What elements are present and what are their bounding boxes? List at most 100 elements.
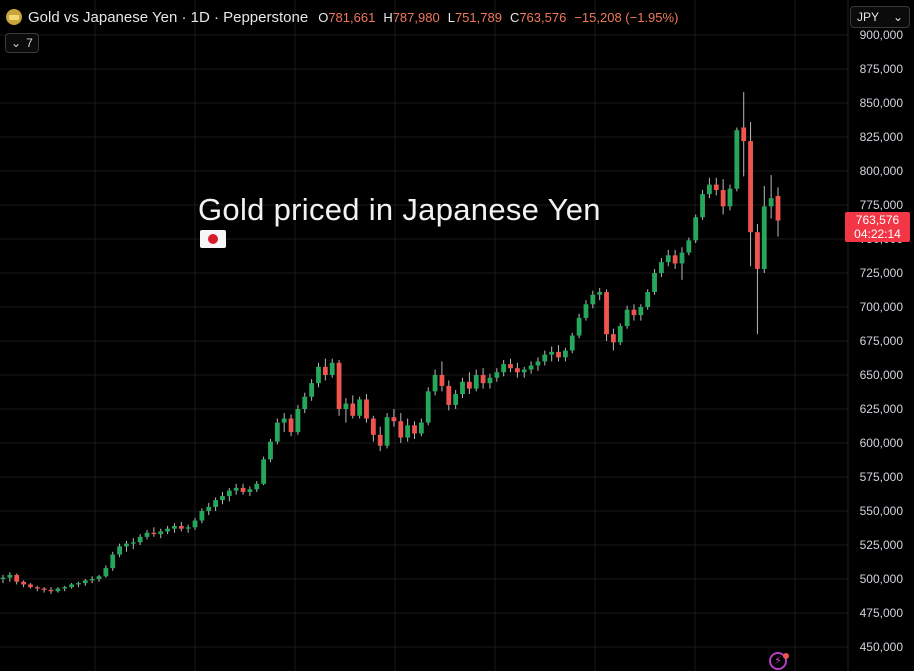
candle[interactable] [748,122,753,267]
candle[interactable] [473,369,479,392]
candle[interactable] [384,413,390,449]
candle[interactable] [137,534,143,545]
candle[interactable] [34,585,40,592]
candle[interactable] [192,517,198,531]
candle[interactable] [240,483,246,495]
candle[interactable] [604,289,609,341]
candle[interactable] [645,289,651,310]
candle[interactable] [377,426,383,452]
candle[interactable] [659,258,664,278]
candle[interactable] [679,247,685,280]
candle[interactable] [76,581,81,588]
candle[interactable] [254,481,260,492]
candle[interactable] [508,358,513,373]
candle[interactable] [569,332,575,354]
candle[interactable] [226,487,232,502]
candle[interactable] [501,360,507,377]
candle[interactable] [398,413,404,443]
candle[interactable] [220,491,225,505]
candle[interactable] [775,187,781,237]
candle[interactable] [727,184,733,211]
candle[interactable] [0,574,6,584]
candle[interactable] [261,456,267,486]
candle[interactable] [549,346,555,362]
candle[interactable] [185,524,191,533]
candle[interactable] [206,502,212,516]
candle[interactable] [336,360,342,416]
candle[interactable] [535,357,541,371]
candle[interactable] [466,372,472,395]
candle[interactable] [274,418,280,445]
candle[interactable] [652,268,657,295]
candle[interactable] [364,394,369,423]
candle[interactable] [178,521,184,532]
candle[interactable] [487,373,493,389]
candle[interactable] [316,362,321,388]
candle[interactable] [117,543,122,558]
gold-symbol-icon[interactable] [6,9,22,25]
candle[interactable] [631,304,637,321]
candle[interactable] [405,418,411,442]
symbol-title[interactable]: Gold vs Japanese Yen · 1D · Pepperstone [28,8,309,26]
candle[interactable] [494,368,500,382]
candle[interactable] [295,404,301,435]
chart-annotation[interactable]: Gold priced in Japanese Yen [198,192,601,227]
candle[interactable] [89,576,95,584]
candle[interactable] [41,587,47,593]
candle[interactable] [700,190,705,220]
candle[interactable] [610,328,616,351]
candle[interactable] [370,415,376,442]
candle[interactable] [590,290,596,309]
candle[interactable] [693,214,699,244]
candle[interactable] [48,587,54,594]
candle[interactable] [151,527,157,537]
candle[interactable] [686,237,692,256]
candle[interactable] [247,486,253,497]
lightning-icon[interactable]: ⚡ [769,652,787,670]
candle[interactable] [288,414,294,437]
candle[interactable] [542,350,548,366]
candle[interactable] [432,369,438,396]
candle[interactable] [55,587,61,593]
candle[interactable] [412,421,417,439]
candle[interactable] [281,413,287,433]
candle[interactable] [350,395,356,419]
candle[interactable] [391,409,397,427]
candle[interactable] [439,361,445,392]
candle[interactable] [425,387,431,426]
candle[interactable] [514,362,520,378]
candle[interactable] [28,583,33,589]
currency-select[interactable]: JPY ⌄ [850,6,910,28]
candle[interactable] [268,438,273,463]
candle[interactable] [562,347,568,362]
candle[interactable] [528,361,534,374]
candle[interactable] [672,249,678,269]
candle[interactable] [418,418,424,437]
candle[interactable] [110,551,116,571]
candle[interactable] [82,579,88,586]
candle[interactable] [103,565,109,578]
candle[interactable] [665,249,671,267]
candle[interactable] [309,379,315,401]
candle[interactable] [302,392,308,414]
candle[interactable] [576,313,582,339]
candle[interactable] [357,396,363,419]
candle[interactable] [446,380,452,411]
candle[interactable] [597,287,603,301]
candle[interactable] [14,573,20,585]
candle[interactable] [720,179,726,215]
candle[interactable] [480,368,486,389]
candle[interactable] [583,300,589,321]
candle[interactable] [707,177,712,199]
candle[interactable] [233,483,239,495]
candle[interactable] [761,185,767,273]
candle[interactable] [96,574,102,582]
candle[interactable] [755,224,760,335]
candle[interactable] [144,530,150,540]
candle[interactable] [713,177,719,196]
candle[interactable] [7,572,13,582]
candle[interactable] [322,358,328,381]
candle[interactable] [624,305,630,329]
candle[interactable] [329,358,335,378]
